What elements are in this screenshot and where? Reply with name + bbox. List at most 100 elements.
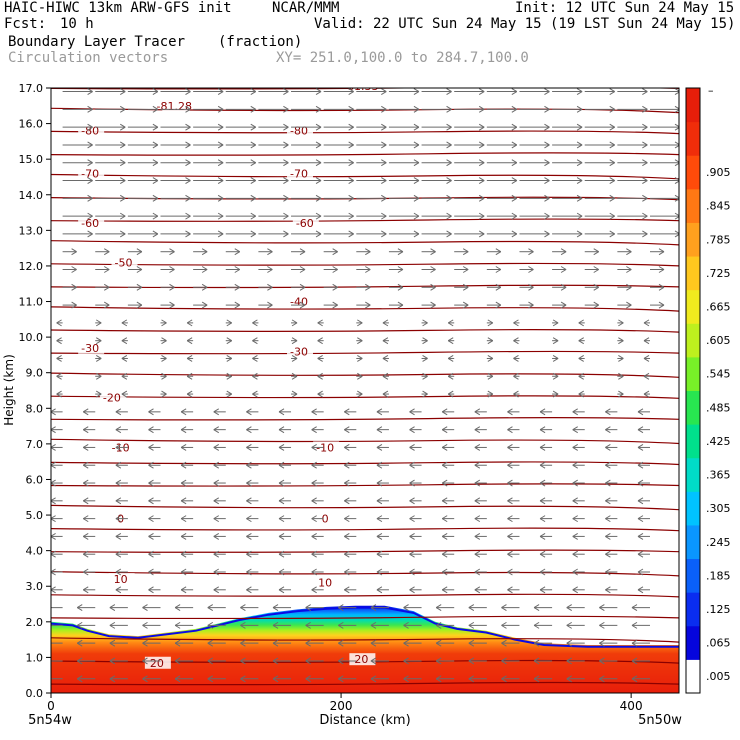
vector-head [344,568,350,576]
vector-head [560,283,567,291]
vector-head [382,337,389,345]
colorbar-swatch [686,155,700,190]
x-tick-label: 200 [330,699,353,713]
vector-head [513,355,519,362]
vector-head [539,532,546,540]
vector-head [344,479,350,487]
vector-head [82,515,89,523]
isotherm-line [51,461,679,466]
vector-head [291,372,298,380]
vector-head [185,123,191,131]
vector-head [71,283,77,291]
vector-head [82,532,89,540]
vector-head [148,426,154,434]
vector-head [413,105,420,113]
colorbar-swatch [686,88,700,123]
vector-head [618,390,624,398]
vector-head [397,301,404,309]
vector-head [82,408,89,416]
vector-head [119,194,126,202]
vector-head [180,408,187,416]
vector-head [121,372,128,380]
isotherm-label: -80 [81,125,99,138]
vector-head [348,123,354,131]
vector-head [148,515,154,523]
vector-head [121,355,128,362]
vector-head [403,621,409,629]
vector-head [185,194,191,202]
vector-head [474,479,481,487]
vector-head [446,105,452,113]
vector-head [283,177,289,184]
vector-head [87,141,93,149]
vector-head [435,621,442,629]
vector-head [618,319,624,327]
vector-head [136,248,143,256]
isotherm-label-bg [287,167,314,180]
vector-head [576,123,583,131]
vector-head [234,266,241,273]
isotherm-label-bg [287,295,314,308]
vector-head [217,141,224,149]
y-tick-label: 1.0 [26,651,44,664]
vector-head [174,639,181,647]
vector-head [533,604,540,612]
vector-head [344,550,350,558]
vector-head [599,657,605,665]
vector-head [357,390,363,398]
vector-head [272,675,279,683]
vector-head [109,621,116,629]
vector-head [344,426,350,434]
vector-head [495,301,502,309]
vector-head [576,177,583,184]
vector-head [637,515,644,523]
vector-head [381,177,387,184]
vector-head [311,515,317,523]
vector-head [299,301,306,309]
vector-head [185,141,191,149]
isotherm-line [51,571,679,577]
vector-head [578,355,584,362]
vector-head [507,515,513,523]
vector-head [487,319,494,327]
vector-head [643,372,650,380]
vector-head [299,266,306,273]
vector-head [631,621,638,629]
vector-head [626,266,632,273]
colorbar-swatch [686,390,700,425]
vector-head [609,141,615,149]
vector-head [152,123,159,131]
vector-head [447,390,454,398]
vector-head [283,105,289,113]
isotherm-label: -70 [290,167,308,180]
vector-head [278,586,285,594]
vector-head [180,497,187,505]
x-end-label: 5n50w [638,713,682,728]
vector-head [605,515,611,523]
isotherm-label: -60 [81,217,99,230]
vector-head [161,337,167,345]
vector-head [422,337,428,345]
vector-head [544,177,550,184]
vector-head [152,105,159,113]
x-start-label: 5n54w [28,713,72,728]
vector-head [250,212,257,220]
vector-head [186,337,193,345]
vector-head [474,586,481,594]
vector-head [348,177,354,184]
vector-head [605,461,611,469]
vector-head [618,355,624,362]
vector-head [605,444,611,451]
vector-head [283,123,289,131]
vector-head [234,283,241,291]
vector-head [180,550,187,558]
vector-head [109,675,116,683]
vector-head [572,408,578,416]
vector-head [213,497,220,505]
vector-head [299,283,306,291]
vector-head [446,88,452,95]
vector-head [511,159,518,167]
vector-head [315,177,322,184]
vector-head [365,283,371,291]
